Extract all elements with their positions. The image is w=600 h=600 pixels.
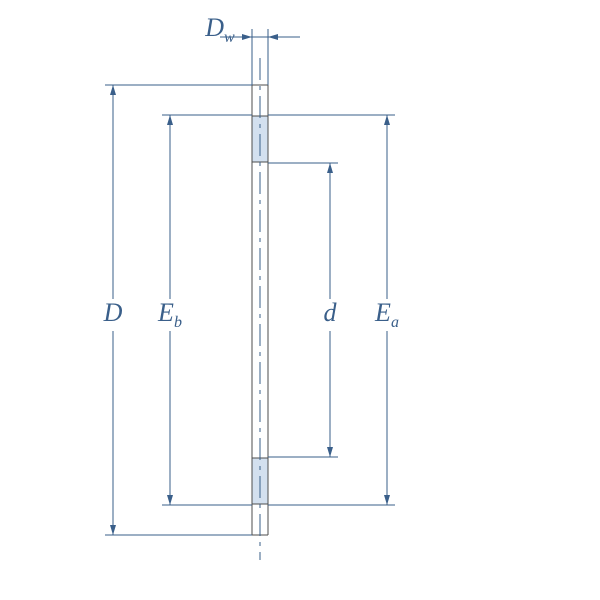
label-main: E <box>374 298 391 327</box>
label-main: D <box>103 298 123 327</box>
label-main: D <box>204 13 224 42</box>
diagram-background <box>0 0 600 600</box>
bearing-dimension-diagram: D Eb d Ea Dw <box>0 0 600 600</box>
dim-label-D: D <box>103 298 123 327</box>
label-sub: b <box>174 314 182 331</box>
dim-label-d: d <box>324 298 338 327</box>
label-main: E <box>157 298 174 327</box>
label-sub: a <box>391 314 399 331</box>
label-main: d <box>324 298 338 327</box>
label-sub: w <box>224 29 235 46</box>
